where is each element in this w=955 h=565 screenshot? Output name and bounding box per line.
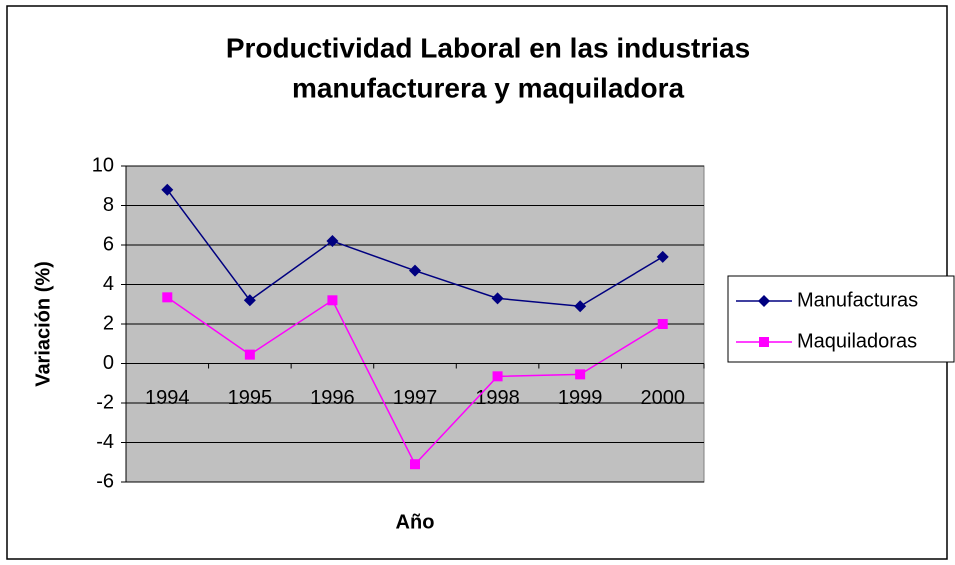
data-point [575, 369, 586, 380]
y-tick-label: 8 [103, 194, 114, 216]
data-point [409, 264, 421, 277]
chart-title: Productividad Laboral en las industrias [226, 32, 750, 63]
data-point [243, 294, 256, 307]
data-point [574, 300, 587, 313]
legend-marker [759, 337, 769, 347]
y-tick-label: -6 [96, 470, 114, 492]
y-tick-label: 10 [92, 154, 114, 176]
legend-label: Manufacturas [797, 289, 918, 311]
legend-marker [758, 295, 770, 307]
data-point [656, 250, 669, 263]
x-tick-label: 1998 [475, 387, 520, 409]
x-tick-label: 1999 [558, 387, 603, 409]
x-tick-label: 1996 [310, 387, 355, 409]
x-tick-label: 1994 [145, 387, 190, 409]
data-point [162, 292, 173, 303]
y-tick-label: -4 [96, 431, 114, 453]
data-point [410, 459, 420, 470]
y-tick-label: 2 [103, 312, 114, 334]
data-point [161, 183, 174, 196]
y-tick-label: -2 [96, 391, 114, 413]
data-point [244, 349, 255, 360]
x-tick-label: 1995 [228, 387, 273, 409]
y-tick-label: 4 [103, 273, 114, 295]
chart-title: manufacturera y maquiladora [292, 72, 685, 103]
data-point [326, 235, 339, 248]
data-point [491, 292, 504, 305]
legend-box [727, 275, 955, 363]
y-tick-label: 6 [103, 233, 114, 255]
x-tick-label: 2000 [640, 387, 685, 409]
x-axis-title: Año [396, 511, 435, 533]
data-point [327, 295, 338, 306]
legend-label: Maquiladoras [797, 330, 917, 352]
y-axis-title: Variación (%) [32, 261, 54, 387]
x-tick-label: 1997 [393, 387, 438, 409]
data-point [657, 319, 668, 329]
data-point [492, 371, 503, 382]
y-tick-label: 0 [103, 352, 114, 374]
